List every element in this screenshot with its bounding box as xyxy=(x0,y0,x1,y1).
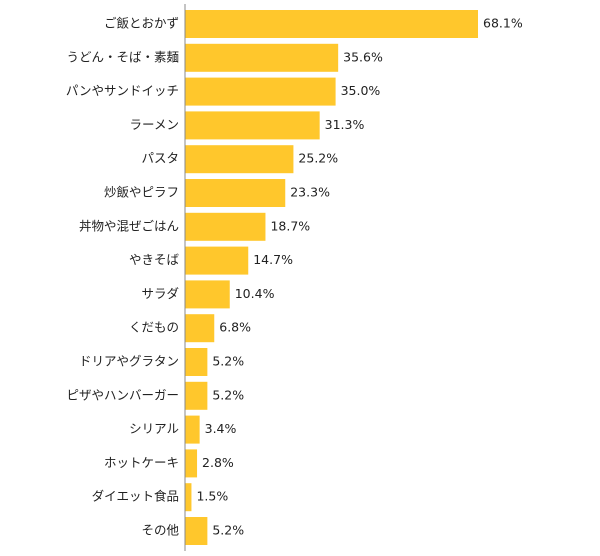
category-label: シリアル xyxy=(129,421,179,436)
value-label: 68.1% xyxy=(483,16,523,31)
category-label: ご飯とおかず xyxy=(104,16,179,31)
category-label: ダイエット食品 xyxy=(92,489,179,504)
bar xyxy=(185,381,208,410)
category-label: パンやサンドイッチ xyxy=(66,83,179,98)
category-label: 炒飯やピラフ xyxy=(104,185,179,200)
bar xyxy=(185,314,215,343)
bar xyxy=(185,415,200,444)
value-label: 31.3% xyxy=(325,117,365,132)
bar xyxy=(185,43,339,72)
bar xyxy=(185,212,266,241)
category-label: ホットケーキ xyxy=(104,455,179,470)
category-labels: ご飯とおかずうどん・そば・素麺パンやサンドイッチラーメンパスタ炒飯やピラフ丼物や… xyxy=(66,16,180,538)
category-label: ピザやハンバーガー xyxy=(66,387,179,402)
bar xyxy=(185,111,320,140)
value-label: 1.5% xyxy=(196,489,228,504)
value-label: 2.8% xyxy=(202,455,234,470)
bar xyxy=(185,10,478,38)
value-label: 18.7% xyxy=(270,218,310,233)
bar xyxy=(185,517,208,545)
bar xyxy=(185,280,230,309)
category-label: ラーメン xyxy=(129,117,179,132)
bar xyxy=(185,179,286,207)
value-label: 3.4% xyxy=(205,421,237,436)
value-label: 35.6% xyxy=(343,49,383,64)
bar xyxy=(185,246,249,275)
value-label: 5.2% xyxy=(212,387,244,402)
category-label: やきそば xyxy=(129,252,180,267)
value-label: 5.2% xyxy=(212,523,244,538)
category-label: パスタ xyxy=(141,151,179,166)
category-label: サラダ xyxy=(141,286,179,301)
bar xyxy=(185,145,294,174)
value-label: 5.2% xyxy=(212,354,244,369)
category-label: うどん・そば・素麺 xyxy=(66,49,179,64)
value-label: 25.2% xyxy=(298,151,338,166)
bar xyxy=(185,449,198,478)
value-label: 23.3% xyxy=(290,185,330,200)
category-label: その他 xyxy=(141,523,179,538)
bar xyxy=(185,348,208,376)
value-label: 35.0% xyxy=(341,83,381,98)
bar xyxy=(185,483,192,512)
value-label: 6.8% xyxy=(219,320,251,335)
value-labels: 68.1% 35.6% 35.0% 31.3% 25.2% 23.3% 18.7% 14.7%… xyxy=(196,16,522,538)
bars-group xyxy=(185,10,478,545)
value-label: 14.7% xyxy=(253,252,293,267)
category-label: 丼物や混ぜごはん xyxy=(79,218,179,233)
category-label: くだもの xyxy=(129,320,179,335)
value-label: 10.4% xyxy=(235,286,275,301)
category-label: ドリアやグラタン xyxy=(79,354,179,369)
bar xyxy=(185,77,336,106)
